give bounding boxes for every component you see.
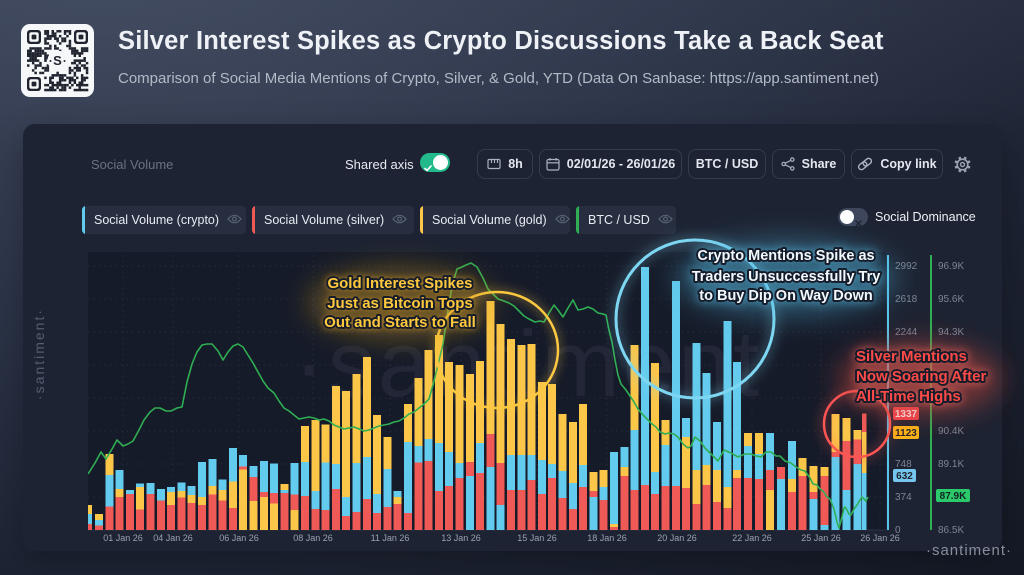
svg-text:2992: 2992 <box>895 261 918 272</box>
svg-text:632: 632 <box>896 471 913 482</box>
svg-text:87.9K: 87.9K <box>940 491 967 502</box>
svg-text:Traders Unsuccessfully Try: Traders Unsuccessfully Try <box>692 269 881 285</box>
svg-text:Silver Mentions: Silver Mentions <box>856 348 967 365</box>
svg-text:1123: 1123 <box>895 428 917 439</box>
svg-text:2618: 2618 <box>895 294 918 305</box>
svg-text:13 Jan 26: 13 Jan 26 <box>441 533 481 543</box>
svg-text:374: 374 <box>895 492 912 503</box>
svg-text:All-Time Highs: All-Time Highs <box>856 388 961 405</box>
svg-text:·santiment·: ·santiment· <box>926 542 1012 559</box>
svg-text:95.6K: 95.6K <box>938 294 964 305</box>
svg-text:89.1K: 89.1K <box>938 459 964 470</box>
svg-text:06 Jan 26: 06 Jan 26 <box>219 533 259 543</box>
svg-text:Now Soaring After: Now Soaring After <box>856 368 986 385</box>
svg-text:01 Jan 26: 01 Jan 26 <box>103 533 143 543</box>
svg-text:20 Jan 26: 20 Jan 26 <box>657 533 697 543</box>
svg-text:748: 748 <box>895 459 912 470</box>
svg-text:96.9K: 96.9K <box>938 261 964 272</box>
svg-text:18 Jan 26: 18 Jan 26 <box>587 533 627 543</box>
svg-text:to Buy Dip On Way Down: to Buy Dip On Way Down <box>699 288 872 304</box>
svg-text:·santiment·: ·santiment· <box>31 308 47 400</box>
svg-text:Out and Starts to Fall: Out and Starts to Fall <box>324 314 476 331</box>
svg-text:08 Jan 26: 08 Jan 26 <box>293 533 333 543</box>
svg-text:22 Jan 26: 22 Jan 26 <box>732 533 772 543</box>
svg-text:S: S <box>53 53 62 68</box>
svg-text:Gold Interest Spikes: Gold Interest Spikes <box>327 275 472 292</box>
svg-text:04 Jan 26: 04 Jan 26 <box>153 533 193 543</box>
svg-text:25 Jan 26: 25 Jan 26 <box>801 533 841 543</box>
svg-text:26 Jan 26: 26 Jan 26 <box>860 533 900 543</box>
svg-text:0: 0 <box>895 525 901 536</box>
svg-text:11 Jan 26: 11 Jan 26 <box>371 533 410 543</box>
svg-text:Just as Bitcoin Tops: Just as Bitcoin Tops <box>327 295 473 312</box>
svg-text:94.3K: 94.3K <box>938 327 964 338</box>
svg-text:15 Jan 26: 15 Jan 26 <box>517 533 557 543</box>
svg-text:2244: 2244 <box>895 327 918 338</box>
svg-text:Crypto Mentions Spike as: Crypto Mentions Spike as <box>697 248 874 264</box>
svg-text:86.5K: 86.5K <box>938 525 964 536</box>
svg-text:90.4K: 90.4K <box>938 426 964 437</box>
